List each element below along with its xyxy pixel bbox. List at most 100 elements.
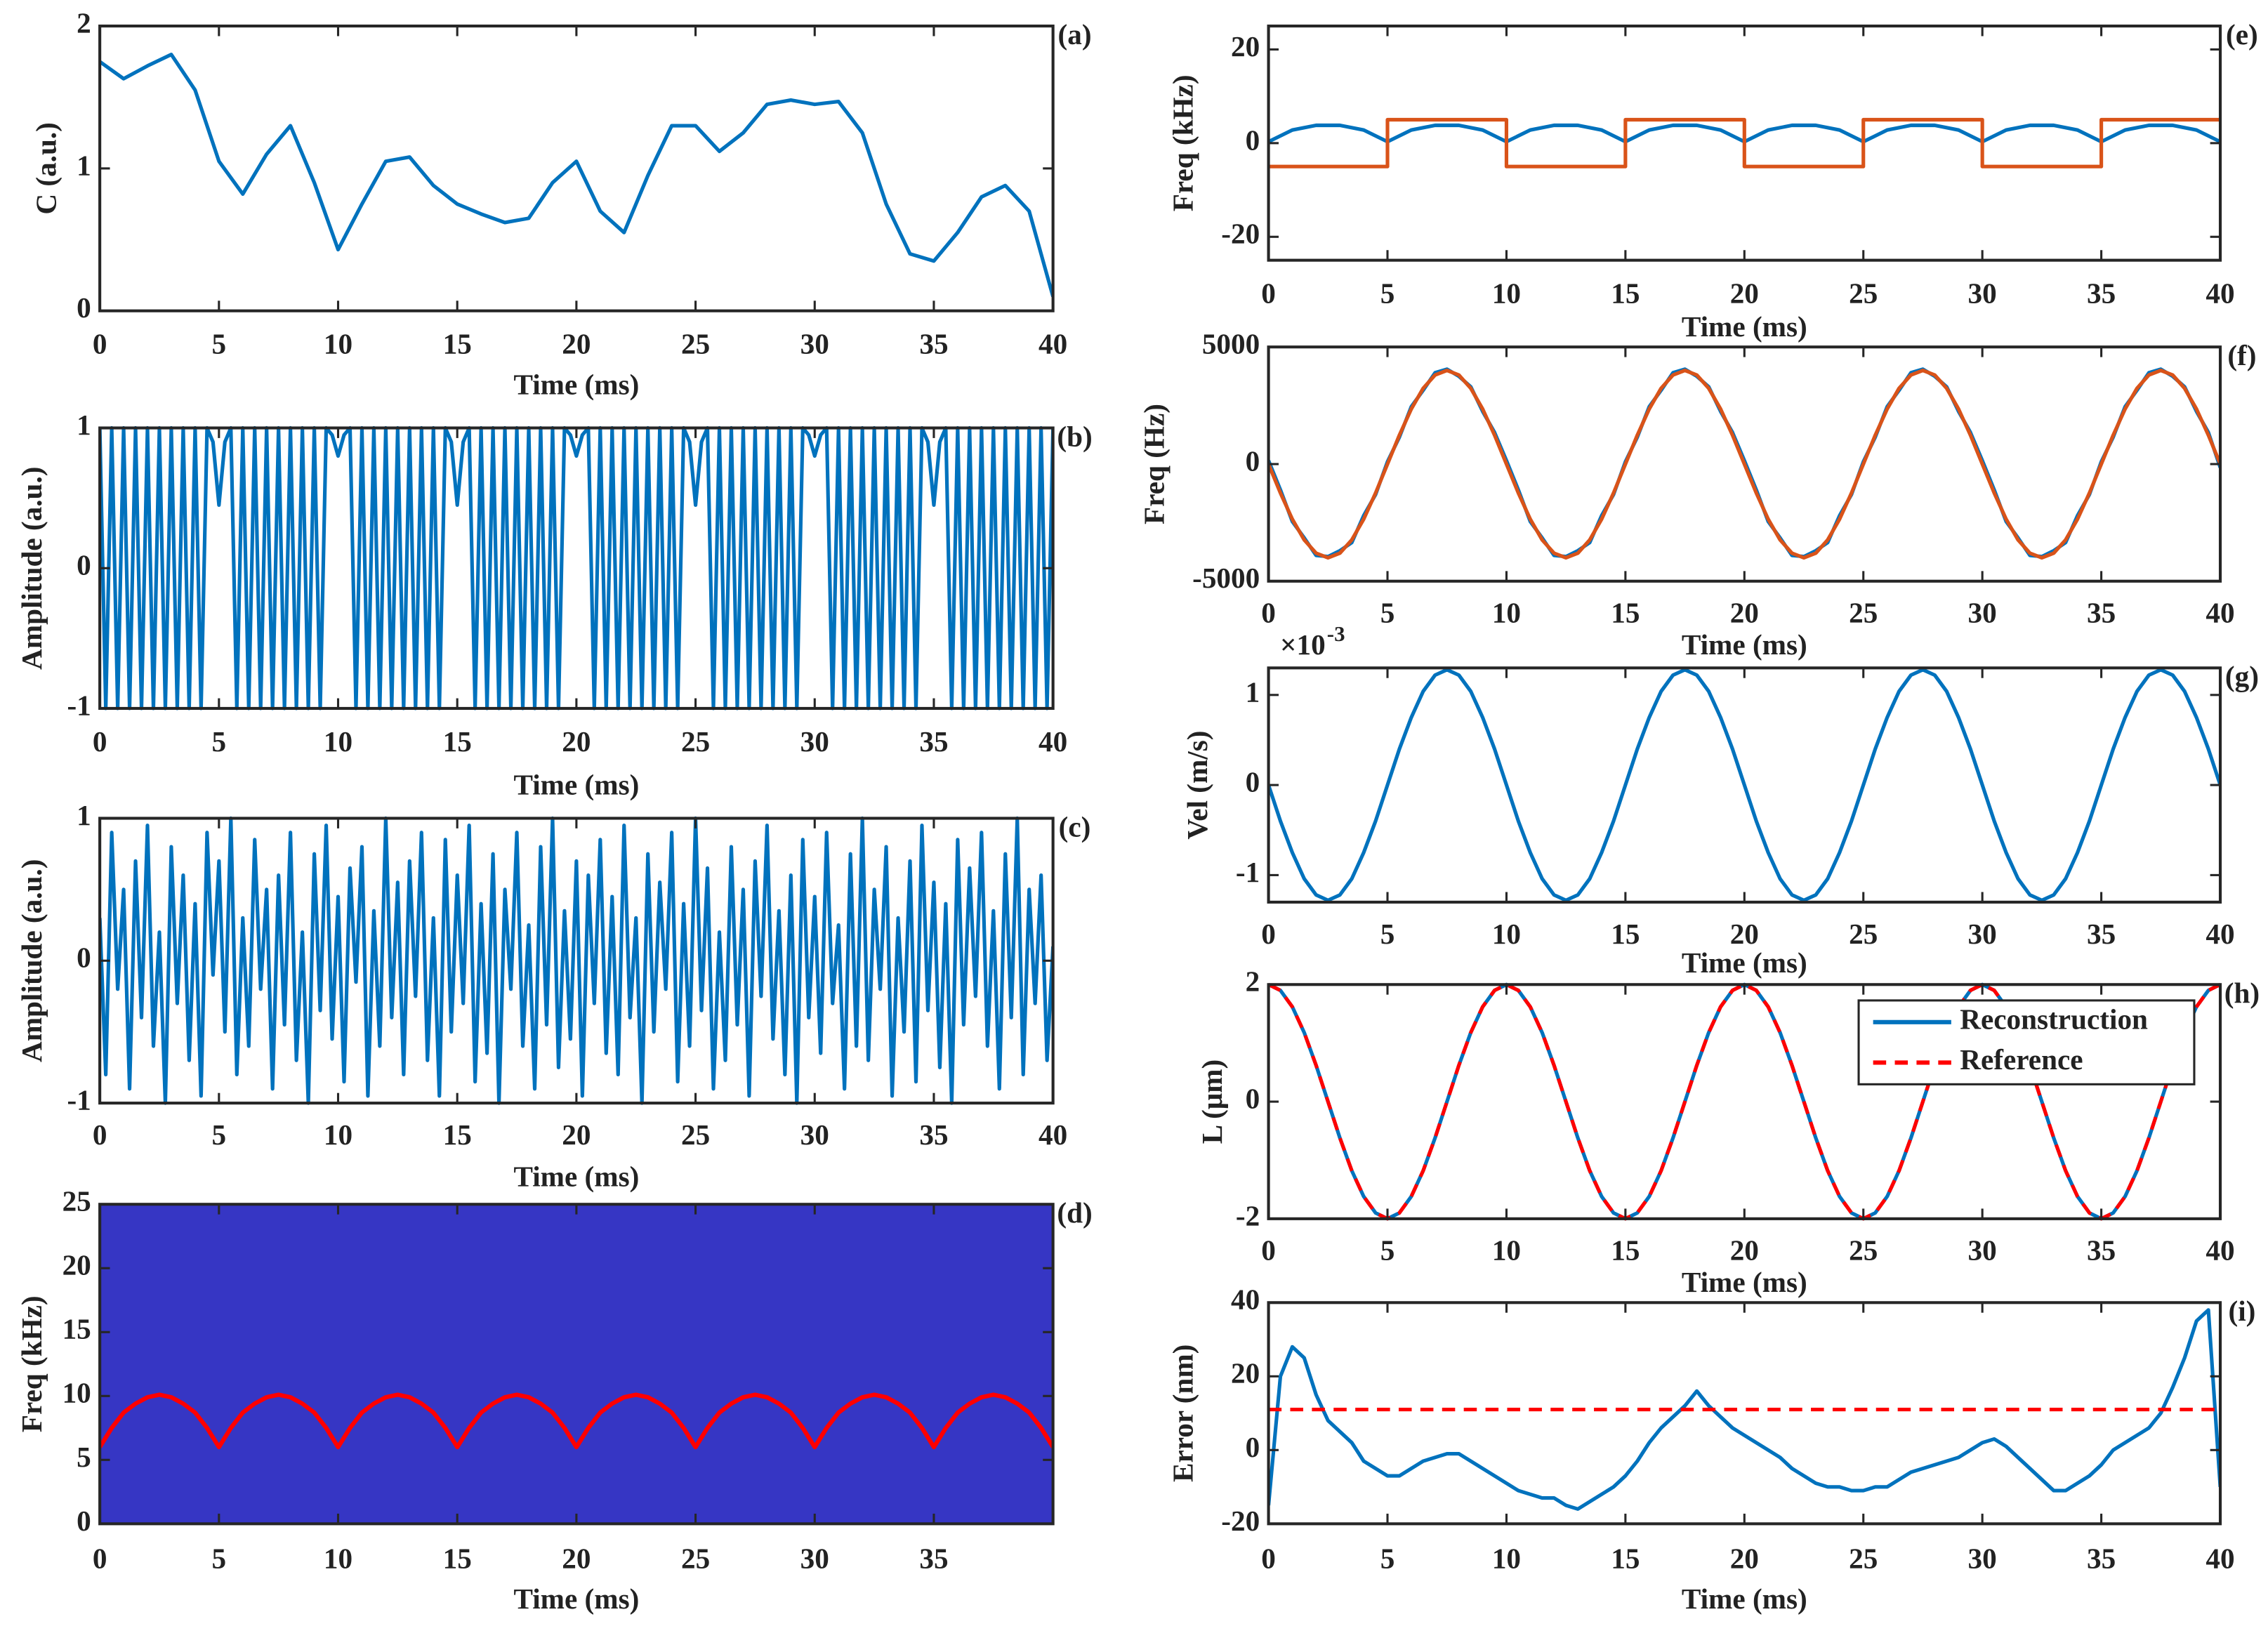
x-tick-label: 30: [1968, 1542, 1997, 1574]
y-tick-label: 20: [62, 1249, 91, 1281]
x-tick-label: 5: [1380, 277, 1395, 310]
y-axis-label: Vel (m/s): [1181, 731, 1214, 840]
y-axis-label: Amplitude (a.u.): [15, 467, 48, 670]
x-tick-label: 25: [1849, 597, 1878, 629]
panel-label: (b): [1057, 420, 1092, 453]
x-tick-label: 5: [1380, 918, 1395, 950]
y-tick-label: 2: [1246, 965, 1260, 998]
x-tick-label: 40: [2206, 1542, 2234, 1574]
x-tick-label: 35: [919, 725, 948, 758]
y-tick-label: 0: [1246, 766, 1260, 798]
panel-label: (f): [2227, 339, 2256, 372]
x-tick-label: 25: [1849, 277, 1878, 310]
x-tick-label: 15: [443, 328, 472, 360]
x-tick-label: 5: [212, 1542, 227, 1574]
y-tick-label: 0: [1246, 1431, 1260, 1463]
y-multiplier: ×10: [1280, 628, 1326, 661]
x-tick-label: 40: [1039, 1118, 1067, 1151]
x-tick-label: 5: [212, 328, 227, 360]
x-tick-label: 35: [919, 1542, 948, 1574]
x-tick-label: 10: [324, 725, 352, 758]
x-tick-label: 15: [443, 725, 472, 758]
x-tick-label: 5: [212, 725, 227, 758]
x-tick-label: 5: [1380, 597, 1395, 629]
y-tick-label: 0: [1246, 1083, 1260, 1115]
panel-label: (h): [2224, 977, 2260, 1010]
x-tick-label: 10: [324, 1542, 352, 1574]
x-tick-label: 35: [919, 1118, 948, 1151]
x-axis-label: Time (ms): [513, 1583, 639, 1616]
y-tick-label: 1: [77, 149, 91, 181]
x-tick-label: 30: [800, 1542, 829, 1574]
panel-label: (g): [2225, 660, 2259, 693]
y-tick-label: -1: [67, 689, 91, 721]
x-tick-label: 30: [800, 725, 829, 758]
panel-label: (e): [2226, 18, 2258, 51]
legend-label: Reference: [1960, 1043, 2083, 1076]
series-line: [1268, 1308, 2221, 1511]
x-axis-label: Time (ms): [1682, 1583, 1807, 1616]
x-tick-label: 20: [562, 725, 591, 758]
series-line: [1268, 668, 2221, 902]
legend-box: [1857, 999, 2196, 1085]
x-tick-label: 15: [1611, 1542, 1640, 1574]
x-tick-label: 10: [1492, 918, 1521, 950]
series-line: [100, 816, 1053, 1105]
x-tick-label: 20: [562, 1542, 591, 1574]
y-axis-label: Freq (kHz): [1167, 74, 1200, 211]
panel-label: (a): [1058, 18, 1092, 51]
x-tick-label: 35: [2087, 1542, 2116, 1574]
y-axis-label: Freq (Hz): [1138, 404, 1171, 524]
x-tick-label: 0: [93, 725, 107, 758]
x-tick-label: 10: [1492, 597, 1521, 629]
x-tick-label: 5: [1380, 1542, 1395, 1574]
y-tick-label: 15: [62, 1313, 91, 1345]
y-tick-label: 20: [1231, 30, 1260, 62]
y-axis-label: Amplitude (a.u.): [15, 859, 48, 1062]
x-tick-label: 5: [212, 1118, 227, 1151]
y-tick-label: 0: [77, 291, 91, 324]
x-tick-label: 15: [1611, 918, 1640, 950]
y-tick-label: 0: [77, 942, 91, 974]
x-tick-label: 10: [324, 328, 352, 360]
x-tick-label: 40: [1039, 725, 1067, 758]
x-tick-label: 15: [1611, 597, 1640, 629]
series-line: [100, 425, 1053, 711]
x-tick-label: 20: [1730, 918, 1759, 950]
x-tick-label: 10: [1492, 1542, 1521, 1574]
x-tick-label: 35: [2087, 1234, 2116, 1267]
panel-label: (d): [1057, 1196, 1092, 1229]
x-tick-label: 30: [1968, 918, 1997, 950]
y-tick-label: 0: [1246, 124, 1260, 156]
x-tick-label: 40: [2206, 1234, 2234, 1267]
y-tick-label: -5000: [1192, 562, 1260, 594]
y-tick-label: 0: [77, 1505, 91, 1537]
x-tick-label: 15: [1611, 277, 1640, 310]
y-tick-label: -1: [67, 1084, 91, 1116]
y-tick-label: 0: [77, 549, 91, 581]
y-tick-label: 5000: [1202, 328, 1260, 360]
x-tick-label: 15: [443, 1542, 472, 1574]
y-tick-label: 0: [1246, 444, 1260, 477]
x-tick-label: 20: [1730, 277, 1759, 310]
x-tick-label: 0: [1261, 1234, 1276, 1267]
y-tick-label: 1: [77, 409, 91, 441]
x-axis-label: Time (ms): [513, 1161, 639, 1194]
x-tick-label: 25: [1849, 1234, 1878, 1267]
x-tick-label: 15: [443, 1118, 472, 1151]
x-tick-label: 40: [2206, 918, 2234, 950]
series-line: [1268, 368, 2221, 560]
axes-box: [98, 25, 1055, 312]
y-tick-label: -20: [1221, 218, 1260, 250]
x-tick-label: 20: [1730, 597, 1759, 629]
y-tick-label: 20: [1231, 1357, 1260, 1389]
spectrogram: [100, 1204, 1053, 1524]
panel-label: (i): [2228, 1295, 2255, 1328]
x-tick-label: 20: [562, 1118, 591, 1151]
y-tick-label: -1: [1236, 856, 1260, 888]
x-tick-label: 0: [1261, 918, 1276, 950]
y-tick-label: -20: [1221, 1505, 1260, 1537]
series-line: [1268, 117, 2221, 169]
legend-label: Reconstruction: [1960, 1003, 2148, 1035]
